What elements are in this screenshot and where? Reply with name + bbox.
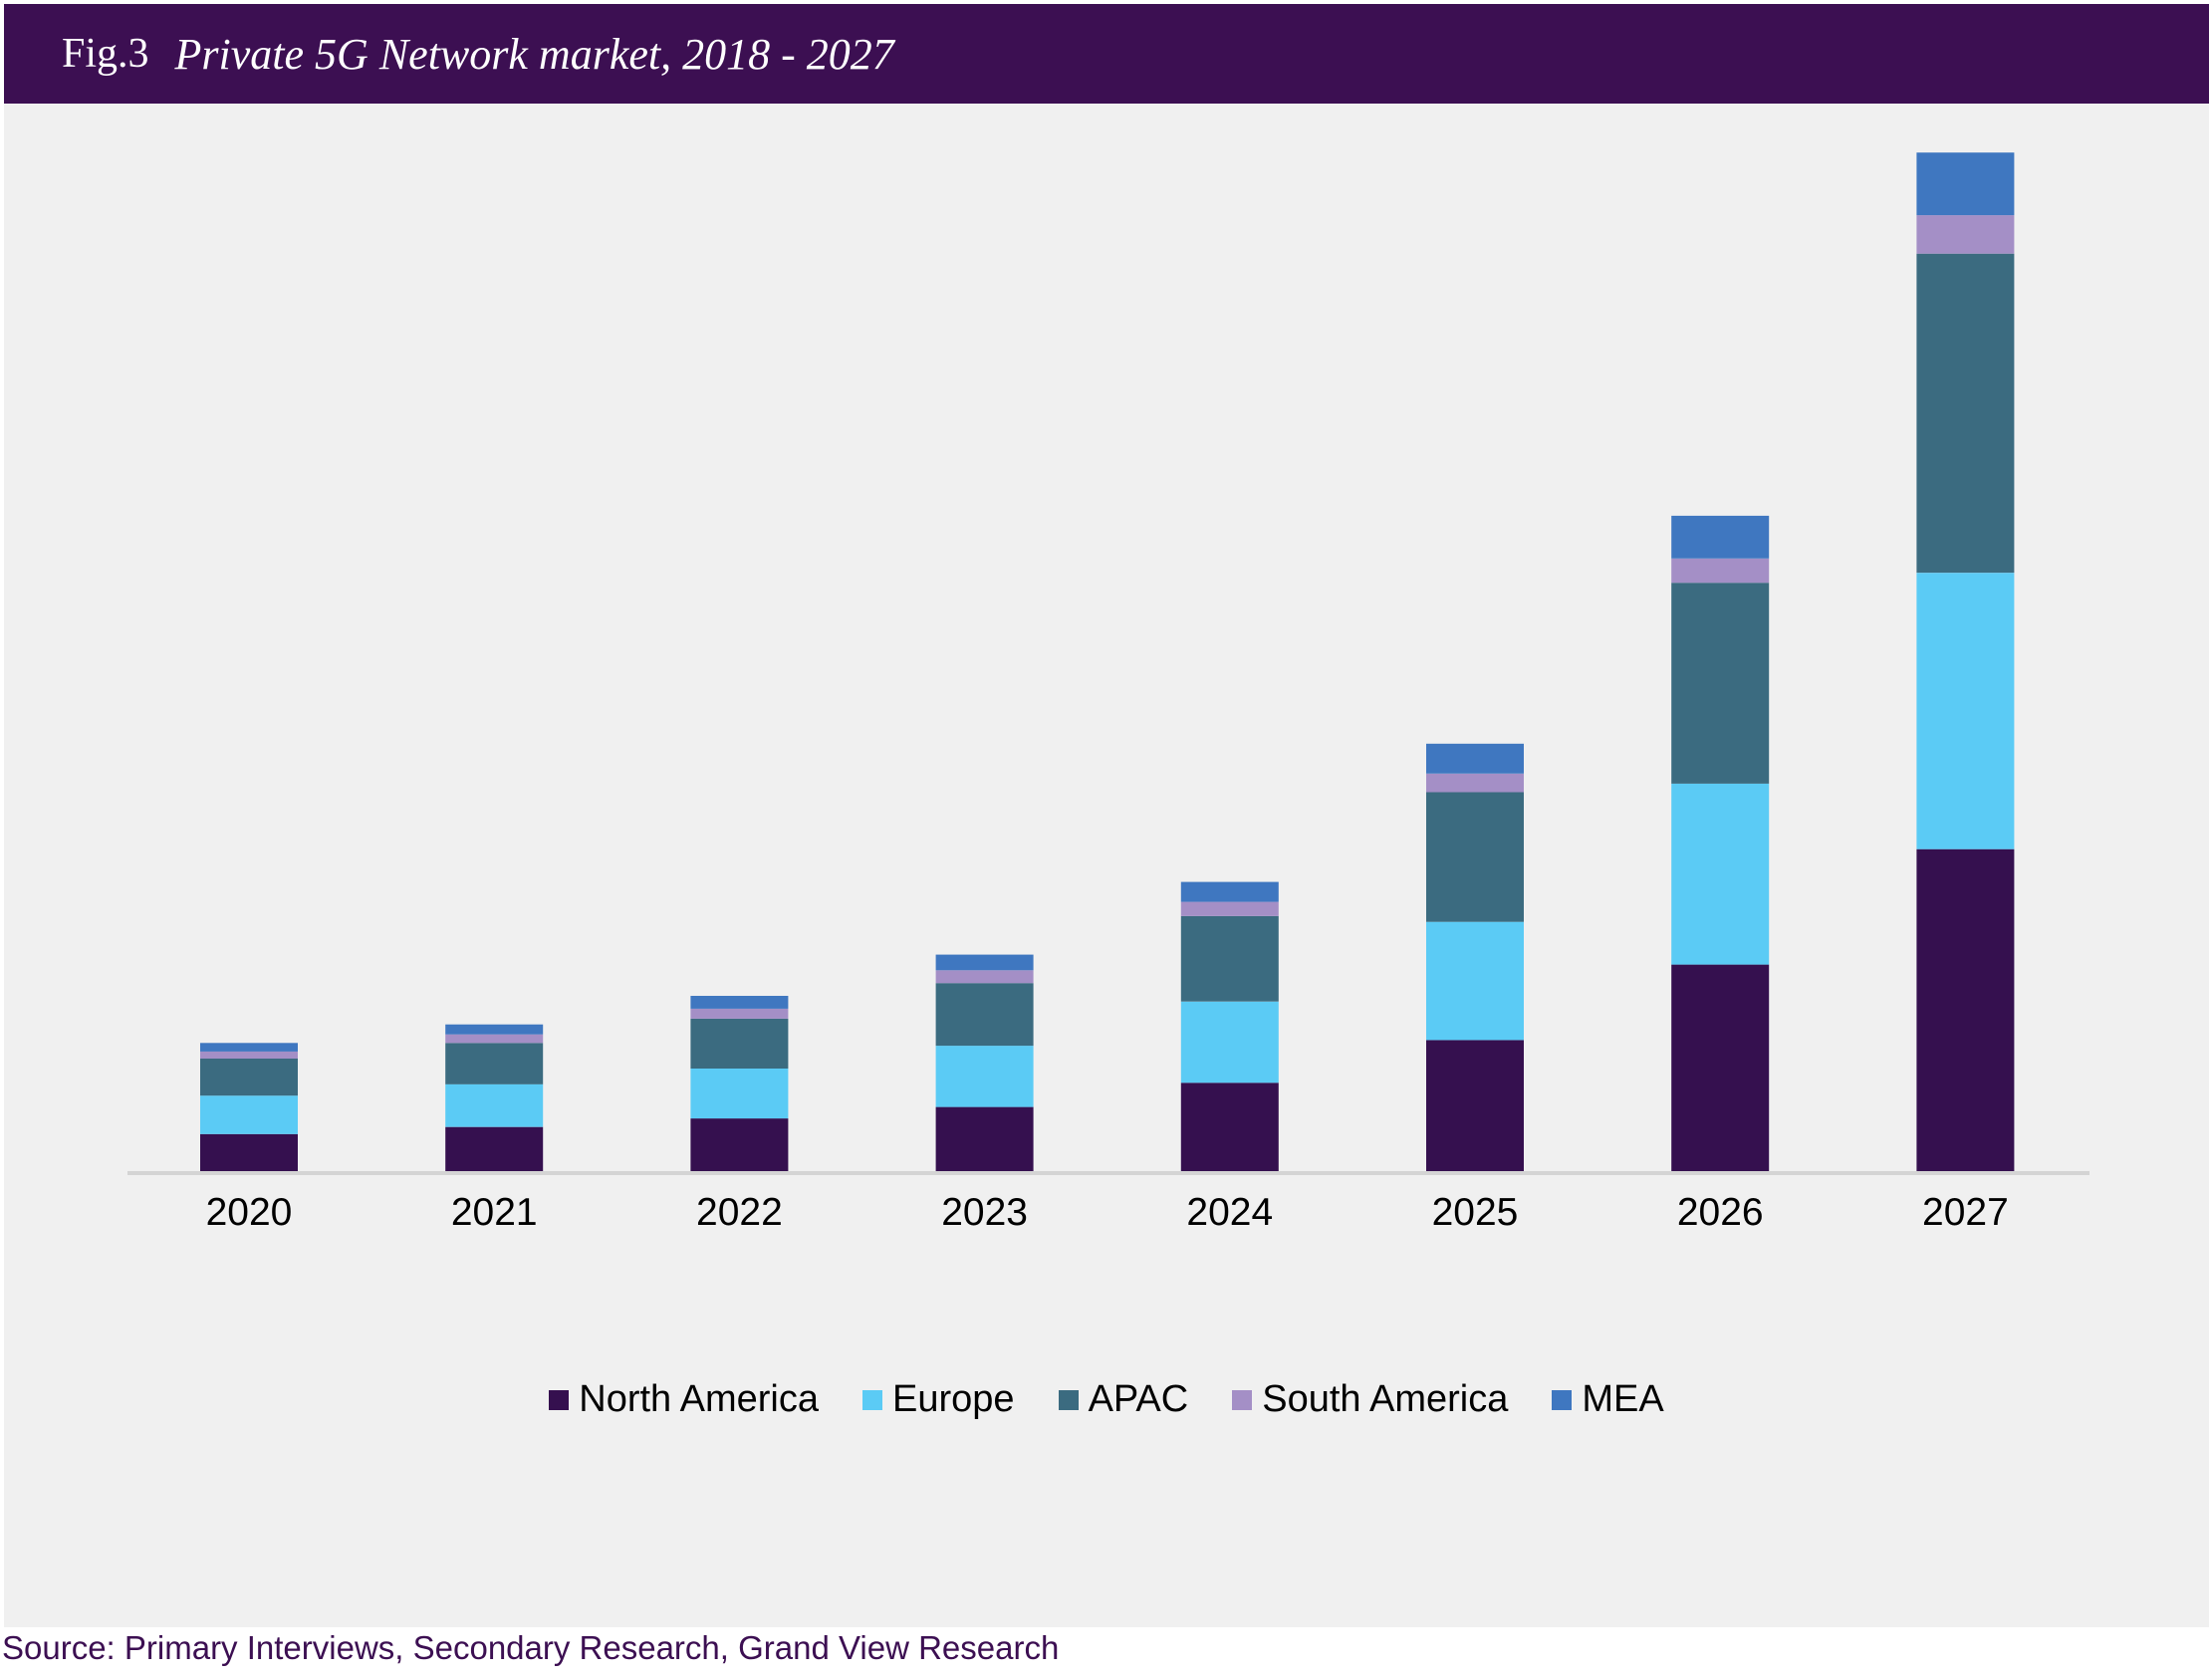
bar-2022-north-america — [690, 1118, 789, 1171]
bar-2027-south-america — [1916, 215, 2015, 254]
legend-swatch — [1232, 1389, 1253, 1410]
x-tick-label: 2027 — [1922, 1191, 2009, 1234]
bar-2026-mea — [1671, 515, 1770, 559]
legend-item-north-america: North America — [549, 1378, 819, 1421]
bar-2027-europe — [1916, 573, 2015, 849]
bar-2020-europe — [200, 1095, 298, 1134]
bar-2025-apac — [1426, 792, 1524, 922]
bar-2026-europe — [1671, 783, 1770, 965]
bar-2026-north-america — [1671, 964, 1770, 1171]
legend-swatch — [549, 1389, 570, 1410]
bar-2025-south-america — [1426, 773, 1524, 793]
bar-2025-north-america — [1426, 1040, 1524, 1171]
bar-2023-mea — [935, 954, 1034, 971]
bar-2025-mea — [1426, 743, 1524, 774]
bar-2020-mea — [200, 1043, 298, 1052]
x-tick-label: 2022 — [696, 1191, 783, 1234]
x-tick-label: 2021 — [451, 1191, 538, 1234]
bar-2024-mea — [1180, 881, 1279, 902]
bar-2021-north-america — [445, 1126, 544, 1171]
bar-2024-apac — [1180, 915, 1279, 1002]
legend-label: Europe — [892, 1378, 1015, 1420]
legend-label: APAC — [1088, 1378, 1189, 1420]
legend-item-europe: Europe — [862, 1378, 1015, 1421]
bar-2021-europe — [445, 1083, 544, 1127]
bar-2022-europe — [690, 1069, 789, 1119]
x-tick-label: 2020 — [206, 1191, 293, 1234]
bar-2021-south-america — [445, 1034, 544, 1044]
bar-2026-south-america — [1671, 558, 1770, 584]
bar-2022-south-america — [690, 1008, 789, 1019]
bar-2020-apac — [200, 1059, 298, 1096]
x-tick-label: 2023 — [941, 1191, 1028, 1234]
x-tick-label: 2025 — [1432, 1191, 1519, 1234]
legend-swatch — [1058, 1389, 1079, 1410]
legend-swatch — [1552, 1389, 1573, 1410]
bars-layer — [200, 152, 2015, 1171]
legend-label: South America — [1262, 1378, 1509, 1420]
bar-2023-north-america — [935, 1106, 1034, 1171]
bar-2022-mea — [690, 996, 789, 1009]
chart-title: Private 5G Network market, 2018 - 2027 — [174, 29, 894, 79]
bar-2027-mea — [1916, 152, 2015, 216]
bar-2020-south-america — [200, 1051, 298, 1059]
bar-2027-apac — [1916, 253, 2015, 574]
x-tick-label: 2024 — [1186, 1191, 1273, 1234]
stacked-bar-chart: 2020 2021 2022 2023 2024 2025 2026 2027 — [127, 152, 2089, 1234]
bar-2023-europe — [935, 1046, 1034, 1107]
legend-label: North America — [579, 1378, 820, 1420]
legend-item-mea: MEA — [1552, 1378, 1664, 1421]
x-tick-labels: 2020 2021 2022 2023 2024 2025 2026 2027 — [206, 1191, 2009, 1234]
bar-2027-north-america — [1916, 848, 2015, 1171]
bar-2021-apac — [445, 1043, 544, 1084]
legend-swatch — [862, 1389, 883, 1410]
legend-label: MEA — [1582, 1378, 1664, 1420]
bar-2024-europe — [1180, 1001, 1279, 1083]
x-tick-label: 2026 — [1677, 1191, 1764, 1234]
figure-number: Fig.3 — [62, 31, 149, 77]
bar-2020-north-america — [200, 1133, 298, 1171]
bar-2025-europe — [1426, 921, 1524, 1041]
legend-item-apac: APAC — [1058, 1378, 1189, 1421]
legend-item-south-america: South America — [1232, 1378, 1508, 1421]
bar-2021-mea — [445, 1024, 544, 1035]
source-note: Source: Primary Interviews, Secondary Re… — [2, 1629, 1060, 1666]
bar-2023-apac — [935, 983, 1034, 1047]
bar-2024-north-america — [1180, 1082, 1279, 1171]
figure-panel: Fig.3 Private 5G Network market, 2018 - … — [4, 4, 2209, 1627]
bar-2022-apac — [690, 1018, 789, 1069]
figure-header: Fig.3 Private 5G Network market, 2018 - … — [4, 4, 2209, 104]
bar-2026-apac — [1671, 583, 1770, 784]
bar-2024-south-america — [1180, 901, 1279, 916]
legend: North America Europe APAC South America MEA — [4, 1378, 2209, 1421]
bar-2023-south-america — [935, 970, 1034, 984]
